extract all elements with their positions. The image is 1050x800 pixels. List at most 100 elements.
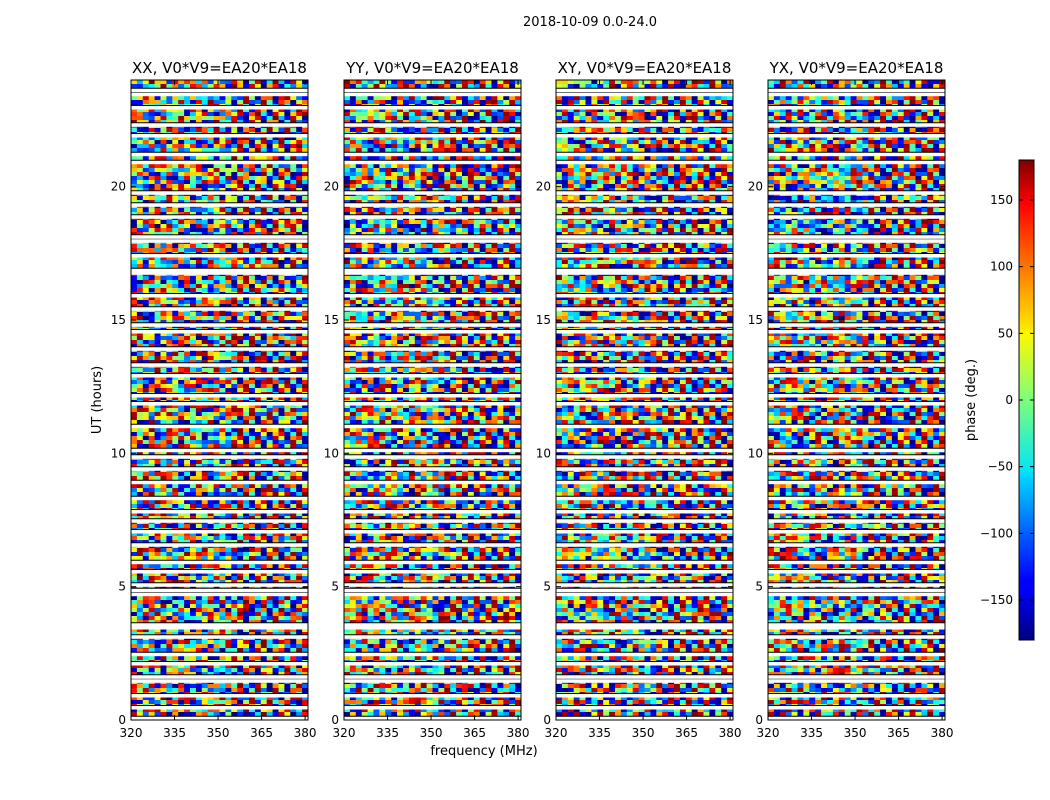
heatmap-cell: [273, 564, 279, 568]
heatmap-cell: [155, 300, 161, 304]
heatmap-cell: [166, 368, 172, 372]
heatmap-cell: [267, 668, 273, 672]
heatmap-cell: [131, 276, 137, 280]
heatmap-cell: [208, 384, 214, 388]
heatmap-cell: [273, 604, 279, 608]
heatmap-cell: [166, 616, 172, 620]
heatmap-cell: [296, 172, 302, 176]
heatmap-cell: [149, 356, 155, 360]
heatmap-cell: [279, 604, 285, 608]
heatmap-cell: [243, 264, 249, 268]
heatmap-cell: [231, 336, 237, 340]
heatmap-cell: [161, 184, 167, 188]
heatmap-cell: [178, 556, 184, 560]
heatmap-cell: [131, 556, 137, 560]
heatmap-cell: [172, 440, 178, 444]
heatmap-cell: [284, 608, 290, 612]
heatmap-cell: [184, 556, 190, 560]
heatmap-cell: [290, 184, 296, 188]
heatmap-cell: [214, 224, 220, 228]
heatmap-cell: [161, 472, 167, 476]
heatmap-cell: [155, 112, 161, 116]
heatmap-cell: [161, 248, 167, 252]
heatmap-cell: [131, 156, 137, 160]
heatmap-cell: [166, 80, 172, 84]
heatmap-cell: [255, 612, 261, 616]
heatmap-cell: [143, 552, 149, 556]
heatmap-cell: [178, 388, 184, 392]
heatmap-cell: [166, 248, 172, 252]
heatmap-cell: [302, 264, 308, 268]
heatmap-cell: [273, 488, 279, 492]
heatmap-cell: [243, 504, 249, 508]
heatmap-cell: [279, 220, 285, 224]
heatmap-cell: [137, 640, 143, 644]
heatmap-cell: [237, 436, 243, 440]
heatmap-cell: [214, 436, 220, 440]
heatmap-cell: [279, 140, 285, 144]
heatmap-cell: [261, 168, 267, 172]
heatmap-cell: [220, 668, 226, 672]
heatmap-cell: [237, 656, 243, 660]
heatmap-cell: [261, 648, 267, 652]
heatmap-cell: [231, 148, 237, 152]
heatmap-cell: [131, 384, 137, 388]
heatmap-cell: [220, 488, 226, 492]
heatmap-cell: [208, 612, 214, 616]
heatmap-cell: [172, 428, 178, 432]
heatmap-cell: [273, 380, 279, 384]
heatmap-cell: [161, 368, 167, 372]
heatmap-cell: [196, 608, 202, 612]
heatmap-cell: [196, 168, 202, 172]
heatmap-cell: [202, 148, 208, 152]
heatmap-cell: [290, 284, 296, 288]
heatmap-cell: [255, 640, 261, 644]
heatmap-cell: [255, 356, 261, 360]
heatmap-cell: [172, 228, 178, 232]
heatmap-cell: [161, 140, 167, 144]
heatmap-cell: [267, 604, 273, 608]
heatmap-cell: [131, 284, 137, 288]
heatmap-cell: [302, 536, 308, 540]
heatmap-cell: [208, 224, 214, 228]
heatmap-cell: [237, 644, 243, 648]
heatmap-cell: [302, 564, 308, 568]
heatmap-cell: [208, 276, 214, 280]
heatmap-cell: [184, 600, 190, 604]
heatmap-cell: [302, 280, 308, 284]
heatmap-cell: [290, 612, 296, 616]
heatmap-cell: [166, 484, 172, 488]
heatmap-cell: [261, 576, 267, 580]
heatmap-cell: [178, 368, 184, 372]
heatmap-cell: [243, 500, 249, 504]
heatmap-cell: [284, 472, 290, 476]
heatmap-cell: [131, 340, 137, 344]
heatmap-cell: [149, 168, 155, 172]
heatmap-cell: [220, 220, 226, 224]
heatmap-cell: [284, 356, 290, 360]
heatmap-cell: [261, 500, 267, 504]
heatmap-cell: [296, 284, 302, 288]
heatmap-cell: [161, 460, 167, 464]
heatmap-cell: [143, 208, 149, 212]
heatmap-cell: [208, 656, 214, 660]
heatmap-cell: [243, 356, 249, 360]
heatmap-cell: [161, 116, 167, 120]
heatmap-cell: [149, 208, 155, 212]
heatmap-cell: [143, 196, 149, 200]
heatmap-cell: [284, 148, 290, 152]
heatmap-cell: [208, 436, 214, 440]
heatmap-cell: [184, 564, 190, 568]
heatmap-cell: [161, 288, 167, 292]
heatmap-cell: [196, 224, 202, 228]
heatmap-cell: [137, 164, 143, 168]
heatmap-cell: [202, 552, 208, 556]
heatmap-cell: [155, 536, 161, 540]
heatmap-cell: [296, 316, 302, 320]
heatmap-cell: [208, 284, 214, 288]
heatmap-cell: [137, 312, 143, 316]
heatmap-cell: [243, 608, 249, 612]
heatmap-cell: [196, 300, 202, 304]
heatmap-cell: [208, 548, 214, 552]
heatmap-cell: [302, 244, 308, 248]
